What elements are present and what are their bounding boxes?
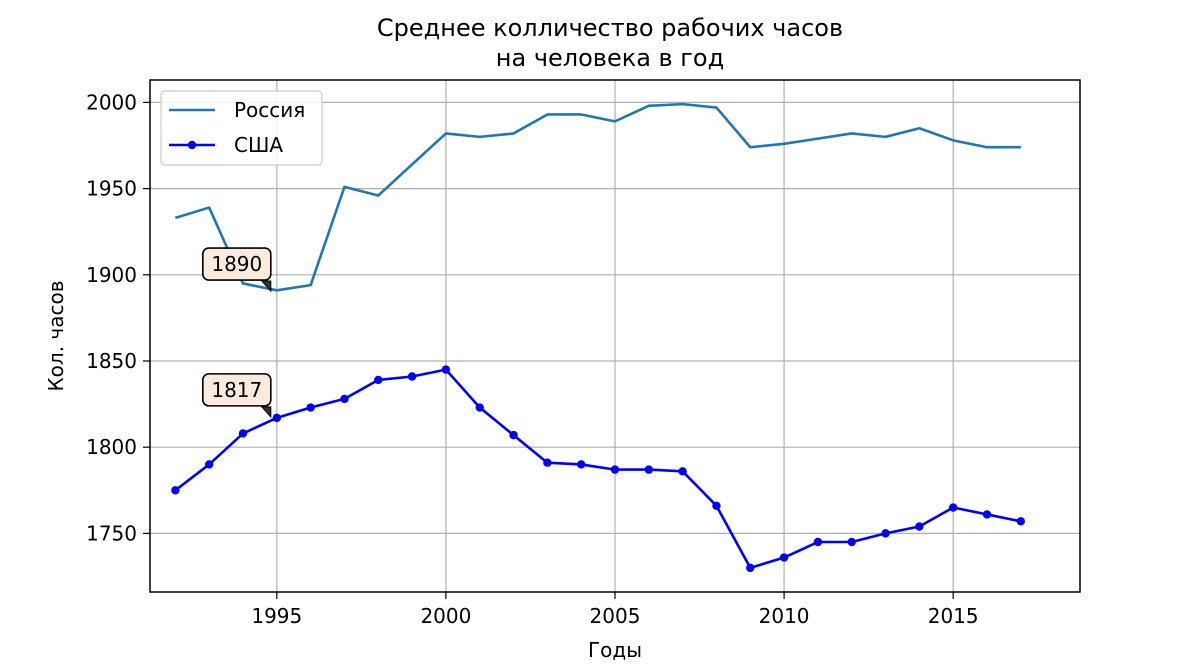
- data-point: [746, 563, 755, 573]
- annotation-layer: 1890 1817: [202, 247, 272, 419]
- legend-marker: [187, 140, 197, 150]
- y-tick-label: 1950: [86, 177, 137, 201]
- y-tick-label: 2000: [86, 90, 137, 114]
- data-point: [1016, 517, 1026, 526]
- data-point: [441, 365, 451, 374]
- annotation-box: [202, 247, 272, 281]
- annotation-label: 1890: [211, 252, 262, 276]
- annotation-box: [202, 373, 272, 407]
- data-point: [610, 465, 620, 474]
- series-layer: [171, 102, 1026, 573]
- series-line-1: [174, 102, 1021, 292]
- data-point: [982, 510, 992, 519]
- data-point: [407, 372, 417, 381]
- annotation-label: 1817: [211, 378, 262, 402]
- x-tick-label: 2015: [928, 604, 979, 628]
- data-point: [644, 465, 654, 474]
- y-tick-label: 1850: [86, 349, 137, 373]
- data-point: [238, 429, 248, 438]
- data-point: [779, 553, 789, 562]
- x-tick-label: 1995: [251, 604, 302, 628]
- data-point: [576, 460, 586, 469]
- y-axis: 1750 1800 1850 1900 1950 2000: [86, 90, 150, 545]
- data-point: [813, 537, 823, 547]
- data-point: [204, 460, 214, 469]
- x-axis-label: Годы: [588, 638, 642, 662]
- legend: Россия США: [160, 90, 323, 166]
- x-axis: 1995 2000 2005 2010 2015: [251, 592, 979, 628]
- data-point: [678, 467, 687, 476]
- x-tick-label: 2005: [590, 604, 641, 628]
- data-point: [475, 403, 484, 412]
- data-point: [374, 375, 383, 385]
- data-point: [306, 403, 315, 412]
- x-tick-label: 2010: [759, 604, 810, 628]
- data-point: [948, 503, 958, 512]
- chart-title-line1: Среднее колличество рабочих часов: [377, 14, 843, 42]
- data-point: [881, 529, 890, 538]
- data-point: [915, 522, 924, 531]
- y-tick-label: 1900: [86, 263, 137, 287]
- data-point: [543, 458, 552, 467]
- y-tick-label: 1750: [86, 521, 137, 545]
- data-point: [340, 394, 349, 404]
- data-point: [272, 413, 282, 423]
- data-point: [712, 501, 721, 511]
- data-point: [171, 486, 180, 495]
- data-point: [847, 537, 856, 547]
- legend-label: Россия: [234, 98, 305, 122]
- data-point: [509, 430, 518, 440]
- annotation-arrow: [260, 280, 272, 293]
- y-axis-label: Кол. часов: [44, 280, 68, 391]
- y-tick-label: 1800: [86, 435, 137, 459]
- legend-label: США: [234, 133, 283, 157]
- x-tick-label: 2000: [420, 604, 471, 628]
- annotation-arrow: [260, 406, 272, 419]
- series-line-2: [174, 368, 1022, 570]
- chart-title-line2: на человека в год: [496, 44, 724, 72]
